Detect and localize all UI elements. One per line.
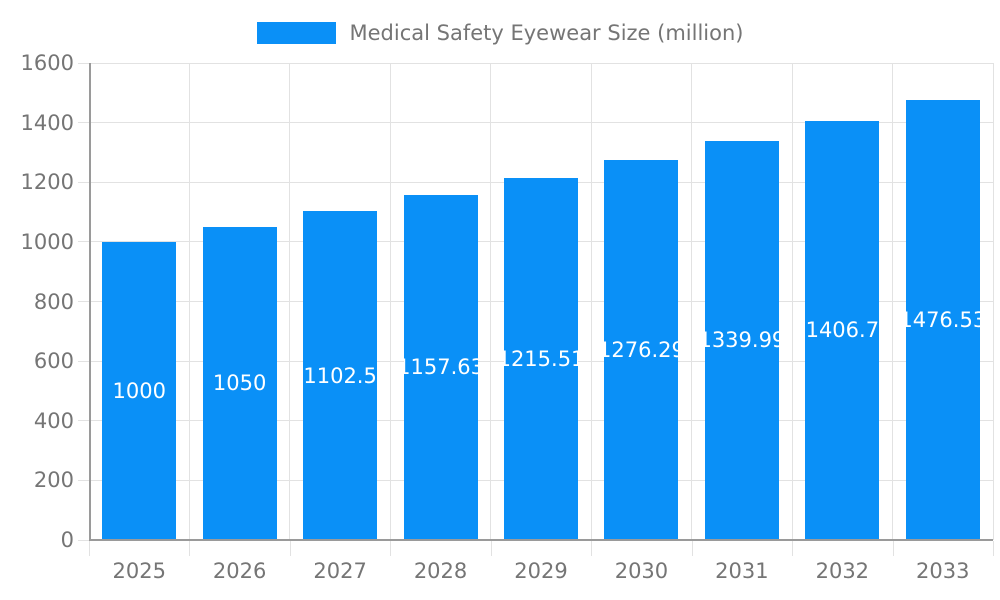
legend: Medical Safety Eyewear Size (million) — [0, 21, 1000, 45]
y-axis-tick-label: 1000 — [20, 229, 74, 254]
bar-value-label: 1215.51 — [504, 346, 578, 371]
bar-value-label: 1276.29 — [604, 337, 679, 362]
x-axis-tick-label: 2026 — [212, 559, 267, 583]
gridline-vertical — [590, 63, 592, 540]
y-axis-tick-label: 200 — [33, 468, 74, 493]
y-tick-mark — [78, 360, 89, 362]
x-axis-tick-label: 2025 — [112, 559, 166, 583]
y-tick-mark — [78, 181, 89, 183]
x-tick-mark — [591, 541, 593, 556]
bar-value-label: 1339.99 — [704, 328, 779, 353]
gridline-horizontal — [89, 62, 993, 64]
y-tick-mark — [78, 420, 89, 422]
x-axis-tick-label: 2033 — [916, 559, 970, 583]
x-tick-mark — [691, 541, 693, 556]
x-axis-tick-label: 2032 — [815, 559, 870, 583]
y-tick-mark — [78, 539, 89, 541]
y-axis-line — [89, 63, 91, 540]
legend-swatch-icon — [256, 22, 336, 44]
gridline-vertical — [992, 63, 994, 540]
y-axis-tick-label: 1400 — [20, 110, 74, 135]
plot-area: 1000 1050 1102.5 1157.63 1215.51 1276.29 1339.… — [89, 62, 994, 540]
bar-2029[interactable]: 1215.51 — [504, 177, 578, 540]
y-tick-mark — [78, 62, 89, 64]
y-axis-tick-label: 0 — [60, 528, 74, 552]
y-tick-mark — [78, 241, 89, 243]
bar-value-label: 1050 — [212, 371, 267, 396]
y-axis-tick-label: 400 — [33, 408, 74, 433]
x-tick-mark — [993, 541, 994, 556]
bar-2025[interactable]: 1000 — [102, 241, 177, 540]
y-tick-mark — [78, 122, 89, 124]
x-axis-tick-label: 2031 — [715, 559, 769, 583]
x-tick-mark — [892, 541, 894, 556]
bar-2031[interactable]: 1339.99 — [704, 140, 779, 540]
x-tick-mark — [490, 541, 492, 556]
bar-value-label: 1000 — [112, 378, 166, 403]
gridline-vertical — [289, 63, 291, 540]
gridline-horizontal — [89, 122, 993, 124]
gridline-vertical — [691, 63, 693, 540]
gridline-vertical — [389, 63, 391, 540]
y-tick-mark — [78, 301, 89, 302]
x-tick-mark — [89, 541, 90, 556]
y-axis-tick-label: 1600 — [20, 51, 74, 75]
y-axis-tick-label: 1200 — [20, 170, 74, 195]
legend-label: Medical Safety Eyewear Size (million) — [349, 21, 744, 45]
bar-2030[interactable]: 1276.29 — [604, 159, 679, 540]
x-axis-tick-label: 2029 — [514, 559, 568, 583]
gridline-vertical — [490, 63, 492, 540]
bar-2027[interactable]: 1102.5 — [303, 211, 378, 540]
bar-2028[interactable]: 1157.63 — [403, 194, 478, 540]
bar-2033[interactable]: 1476.53 — [905, 99, 980, 540]
legend-item[interactable]: Medical Safety Eyewear Size (million) — [256, 21, 744, 45]
gridline-vertical — [188, 63, 190, 540]
bar-value-label: 1476.53 — [905, 307, 980, 332]
bar-2032[interactable]: 1406.7 — [805, 120, 880, 540]
gridline-vertical — [892, 63, 894, 540]
y-tick-mark — [78, 479, 89, 481]
gridline-vertical — [791, 63, 793, 540]
x-tick-mark — [390, 541, 392, 556]
x-tick-mark — [289, 541, 291, 556]
x-axis-tick-label: 2027 — [313, 559, 367, 583]
x-tick-mark — [792, 541, 794, 556]
x-axis-tick-label: 2028 — [413, 559, 468, 583]
bar-2026[interactable]: 1050 — [202, 226, 277, 540]
bar-value-label: 1157.63 — [403, 355, 478, 380]
x-tick-mark — [189, 541, 191, 556]
y-axis-tick-label: 600 — [33, 349, 74, 374]
bar-value-label: 1102.5 — [303, 363, 377, 388]
y-axis-tick-label: 800 — [33, 289, 74, 314]
x-axis-line — [89, 539, 993, 541]
x-axis-tick-label: 2030 — [614, 559, 669, 583]
bar-value-label: 1406.7 — [805, 318, 880, 343]
